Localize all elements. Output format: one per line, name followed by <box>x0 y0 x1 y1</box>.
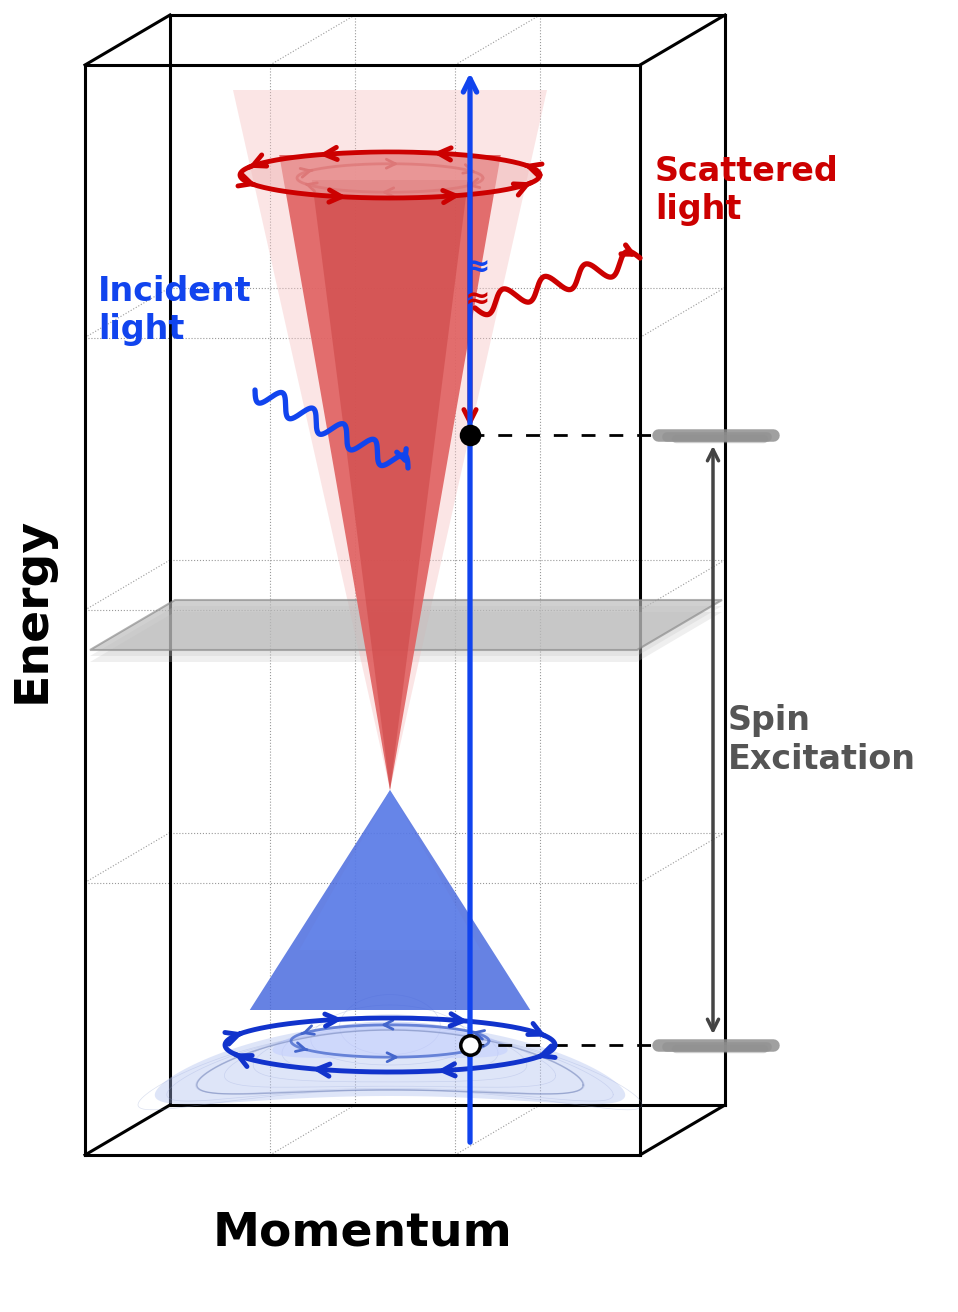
Polygon shape <box>233 91 547 790</box>
Ellipse shape <box>240 152 540 198</box>
Text: Spin
Excitation: Spin Excitation <box>728 705 916 775</box>
Text: Energy: Energy <box>10 517 55 703</box>
Polygon shape <box>90 600 722 649</box>
Polygon shape <box>250 790 530 1010</box>
Polygon shape <box>90 606 722 656</box>
Text: Scattered
light: Scattered light <box>655 155 839 226</box>
Polygon shape <box>312 180 468 790</box>
Polygon shape <box>272 1022 508 1057</box>
Polygon shape <box>90 611 722 663</box>
Text: Momentum: Momentum <box>213 1210 513 1256</box>
Polygon shape <box>155 1023 626 1105</box>
Polygon shape <box>299 790 481 950</box>
Polygon shape <box>279 155 501 790</box>
Text: ≈: ≈ <box>466 286 490 315</box>
Text: Incident
light: Incident light <box>98 276 252 346</box>
Text: ≈: ≈ <box>466 253 490 282</box>
